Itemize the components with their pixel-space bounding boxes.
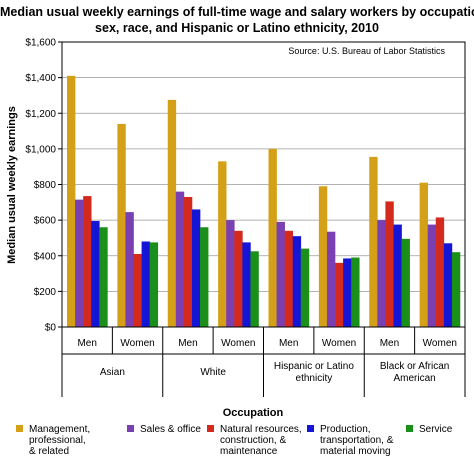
bar — [200, 227, 209, 327]
bar — [149, 242, 159, 327]
bar — [133, 253, 142, 327]
bar — [268, 148, 277, 327]
x-tick-label: Women — [221, 338, 255, 349]
bar — [226, 220, 235, 327]
y-tick-label: $0 — [45, 323, 57, 334]
legend-label: Service — [419, 424, 453, 435]
legend-label: Sales & office — [140, 424, 201, 435]
legend-label: Production, transportation, & material m… — [320, 424, 394, 457]
y-tick-label: $200 — [34, 287, 57, 298]
bar — [300, 248, 310, 327]
bar — [343, 258, 352, 327]
bar — [83, 196, 92, 327]
bar — [75, 199, 84, 327]
chart-title-line-2: sex, race, and Hispanic or Latino ethnic… — [95, 21, 379, 35]
bar — [401, 238, 410, 327]
bar — [191, 209, 201, 327]
bar — [125, 212, 134, 327]
bar — [234, 230, 243, 327]
y-tick-label: $1,200 — [25, 109, 56, 120]
bar — [427, 224, 437, 327]
y-axis-label: Median usual weekly earnings — [6, 106, 18, 264]
bar — [335, 262, 344, 327]
bar — [419, 182, 428, 327]
x-group-label: American — [394, 373, 436, 384]
bar — [183, 196, 193, 327]
bar — [443, 243, 453, 327]
x-axis-label: Occupation — [223, 407, 284, 419]
bar — [67, 75, 76, 327]
x-group-label: Black or African — [380, 361, 449, 372]
bar — [218, 161, 227, 327]
bar — [175, 191, 185, 327]
x-group-label: White — [200, 367, 226, 378]
x-tick-label: Men — [178, 338, 197, 349]
legend-label: Management, professional, & related — [29, 424, 91, 457]
y-tick-label: $1,000 — [25, 144, 56, 155]
y-tick-label: $1,600 — [25, 38, 56, 49]
bar — [393, 224, 402, 327]
bar — [141, 241, 150, 327]
x-tick-label: Men — [380, 338, 399, 349]
bar — [326, 231, 336, 327]
legend-swatch — [16, 425, 23, 432]
bar — [435, 217, 445, 327]
chart-title-line-1: Median usual weekly earnings of full-tim… — [0, 5, 474, 19]
bar — [250, 251, 259, 327]
bar — [377, 220, 386, 327]
chart-title: Median usual weekly earnings of full-tim… — [0, 4, 474, 36]
x-tick-label: Men — [279, 338, 298, 349]
x-group-label: Asian — [100, 367, 125, 378]
bar — [369, 156, 378, 327]
x-group-label: ethnicity — [296, 373, 333, 384]
bar — [99, 227, 108, 327]
y-tick-label: $800 — [34, 180, 57, 191]
bar — [318, 186, 328, 327]
bar — [451, 252, 461, 327]
source-label: Source: U.S. Bureau of Labor Statistics — [288, 46, 445, 56]
legend-swatch — [127, 425, 134, 432]
bar — [117, 123, 126, 327]
x-tick-label: Women — [423, 338, 457, 349]
x-group-label: Hispanic or Latino — [274, 361, 354, 372]
bar — [292, 236, 302, 327]
legend-swatch — [307, 425, 314, 432]
bars — [67, 75, 461, 327]
legend-label: Natural resources, construction, & maint… — [220, 424, 302, 457]
axes: $0 $200 $400 $600 $800 $1,000 $1,200 $1,400 $1,6… — [25, 38, 466, 397]
y-tick-label: $1,400 — [25, 73, 56, 84]
x-tick-label: Women — [322, 338, 356, 349]
y-tick-label: $400 — [34, 251, 57, 262]
bar — [284, 230, 294, 327]
bar — [351, 257, 360, 327]
x-tick-label: Women — [120, 338, 154, 349]
bar — [91, 221, 100, 327]
legend-swatch — [207, 425, 214, 432]
bar — [167, 99, 177, 327]
bar — [276, 221, 285, 327]
x-tick-label: Men — [77, 338, 96, 349]
y-tick-label: $600 — [34, 216, 57, 227]
bar — [385, 201, 394, 327]
bar — [242, 242, 251, 327]
legend-swatch — [406, 425, 413, 432]
